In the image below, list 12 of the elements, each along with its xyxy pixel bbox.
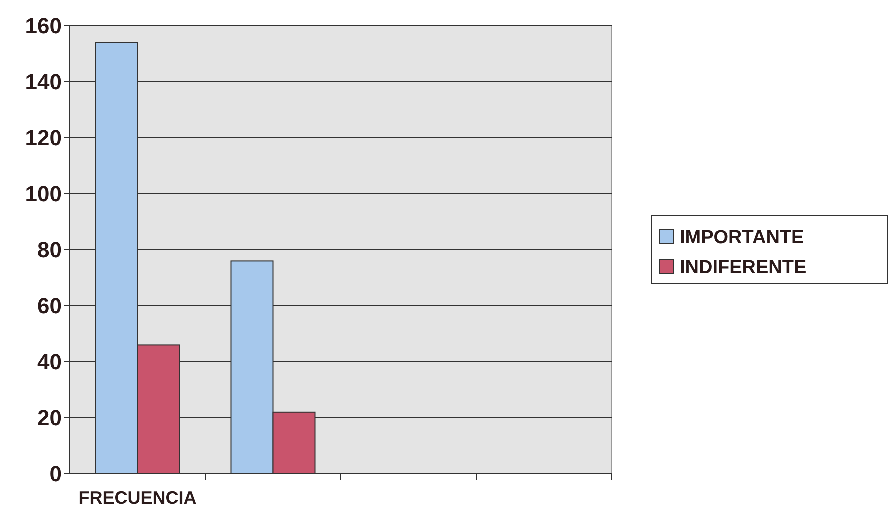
x-tick-label: FRECUENCIA: [78, 488, 197, 508]
y-tick-label: 40: [38, 350, 62, 375]
y-tick-label: 0: [50, 462, 62, 487]
legend-label: INDIFERENTE: [680, 258, 807, 279]
legend-label: IMPORTANTE: [680, 228, 804, 249]
y-tick-label: 160: [25, 14, 62, 39]
y-tick-label: 120: [25, 126, 62, 151]
y-tick-label: 140: [25, 70, 62, 95]
y-tick-label: 80: [38, 238, 62, 263]
y-tick-label: 60: [38, 294, 62, 319]
y-tick-label: 100: [25, 182, 62, 207]
y-tick-label: 20: [38, 406, 62, 431]
